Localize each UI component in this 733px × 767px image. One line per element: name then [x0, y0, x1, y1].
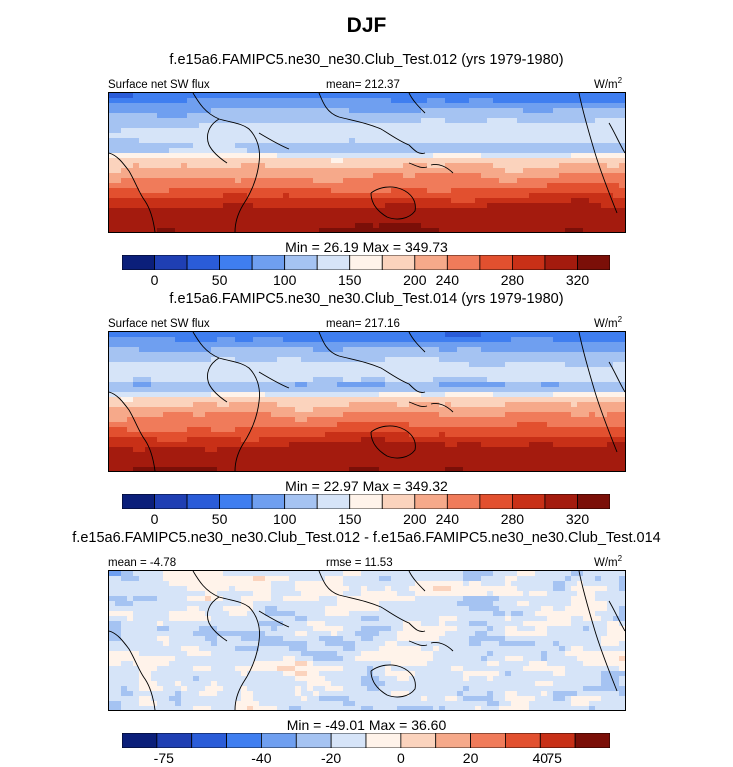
- colorbar-swatch: [414, 255, 448, 270]
- colorbar-swatch: [186, 494, 220, 509]
- panel-2-title: f.e15a6.FAMIPC5.ne30_ne30.Club_Test.014 …: [169, 291, 564, 307]
- colorbar-swatch: [219, 494, 253, 509]
- colorbar-swatch: [400, 733, 437, 748]
- colorbar-swatch: [251, 255, 286, 270]
- panel-3-colorbar: [122, 733, 610, 748]
- panel-1-minmax: Min = 26.19 Max = 349.73: [285, 239, 448, 255]
- colorbar-tick-label: 40: [532, 750, 549, 766]
- colorbar-tick-label: 0: [396, 750, 405, 766]
- colorbar-swatch: [191, 733, 227, 748]
- colorbar-swatch: [186, 255, 220, 270]
- colorbar-swatch: [295, 733, 332, 748]
- colorbar-swatch: [479, 494, 513, 509]
- colorbar-swatch: [156, 733, 193, 748]
- panel-3-map: [108, 570, 626, 711]
- colorbar-swatch: [544, 494, 578, 509]
- panel-3-minmax: Min = -49.01 Max = 36.60: [286, 717, 447, 733]
- colorbar-tick-label: 200: [403, 511, 427, 527]
- colorbar-swatch: [435, 733, 471, 748]
- colorbar-swatch: [446, 255, 481, 270]
- colorbar-swatch: [122, 494, 155, 509]
- colorbar-swatch: [316, 494, 351, 509]
- colorbar-swatch: [577, 494, 610, 509]
- colorbar-tick-label: 320: [565, 511, 590, 527]
- colorbar-swatch: [226, 733, 262, 748]
- colorbar-tick-label: 100: [273, 511, 297, 527]
- colorbar-swatch: [544, 255, 578, 270]
- colorbar-tick-label: -20: [320, 750, 342, 766]
- colorbar-swatch: [470, 733, 506, 748]
- colorbar-swatch: [574, 733, 610, 748]
- panel-2-units: W/m2: [594, 315, 623, 330]
- panel-2-variable-label: Surface net SW flux: [108, 318, 210, 330]
- colorbar-swatch: [511, 494, 546, 509]
- colorbar-swatch: [414, 494, 448, 509]
- panel-2-colorbar: [122, 494, 610, 509]
- colorbar-swatch: [349, 255, 383, 270]
- colorbar-swatch: [505, 733, 541, 748]
- colorbar-tick-label: 150: [338, 511, 362, 527]
- colorbar-tick-label: 100: [273, 272, 297, 288]
- colorbar-swatch: [154, 494, 188, 509]
- colorbar-tick-label: -40: [251, 750, 272, 766]
- colorbar-tick-label: 240: [435, 511, 459, 527]
- panel-3-rmse-label: rmse = 11.53: [326, 557, 393, 569]
- panel-1-colorbar: [122, 255, 610, 270]
- colorbar-swatch: [154, 255, 188, 270]
- panel-2-field: [109, 332, 625, 471]
- panel-1-units: W/m2: [594, 76, 623, 91]
- colorbar-swatch: [349, 494, 383, 509]
- colorbar-tick-label: -75: [153, 750, 174, 766]
- colorbar-swatch: [330, 733, 367, 748]
- panel-2-mean-label: mean= 217.16: [326, 318, 400, 330]
- colorbar-swatch: [381, 494, 416, 509]
- colorbar-swatch: [284, 255, 318, 270]
- colorbar-swatch: [219, 255, 253, 270]
- panel-3-units: W/m2: [594, 554, 623, 569]
- colorbar-tick-label: 20: [462, 750, 479, 766]
- colorbar-swatch: [511, 255, 546, 270]
- colorbar-tick-label: 0: [150, 511, 159, 527]
- panel-2-map: [108, 331, 626, 472]
- panel-2-minmax: Min = 22.97 Max = 349.32: [285, 478, 448, 494]
- panel-3-title: f.e15a6.FAMIPC5.ne30_ne30.Club_Test.012 …: [72, 530, 661, 546]
- colorbar-tick-label: 240: [435, 272, 459, 288]
- colorbar-tick-label: 50: [211, 511, 228, 527]
- panel-1-variable-label: Surface net SW flux: [108, 79, 210, 91]
- colorbar-swatch: [365, 733, 402, 748]
- colorbar-swatch: [381, 255, 416, 270]
- colorbar-tick-label: 280: [500, 511, 525, 527]
- colorbar-tick-label: 50: [211, 272, 228, 288]
- figure-title: DJF: [346, 14, 387, 37]
- panel-3-mean-label: mean = -4.78: [108, 557, 177, 569]
- colorbar-swatch: [446, 494, 481, 509]
- colorbar-tick-label: 320: [565, 272, 590, 288]
- colorbar-swatch: [284, 494, 318, 509]
- colorbar-swatch: [122, 733, 158, 748]
- colorbar-swatch: [539, 733, 576, 748]
- colorbar-swatch: [261, 733, 297, 748]
- panel-3-field: [109, 571, 625, 710]
- colorbar-tick-label: 0: [150, 272, 159, 288]
- colorbar-swatch: [122, 255, 155, 270]
- colorbar-swatch: [316, 255, 351, 270]
- panel-1-field: [109, 93, 625, 232]
- colorbar-tick-label: 280: [500, 272, 525, 288]
- panel-1-mean-label: mean= 212.37: [326, 79, 400, 91]
- colorbar-swatch: [479, 255, 513, 270]
- colorbar-swatch: [251, 494, 286, 509]
- colorbar-tick-label: 75: [546, 750, 562, 766]
- panel-1-title: f.e15a6.FAMIPC5.ne30_ne30.Club_Test.012 …: [169, 52, 564, 68]
- colorbar-tick-label: 200: [403, 272, 427, 288]
- colorbar-tick-label: 150: [338, 272, 362, 288]
- panel-1-map: [108, 92, 626, 233]
- colorbar-swatch: [577, 255, 610, 270]
